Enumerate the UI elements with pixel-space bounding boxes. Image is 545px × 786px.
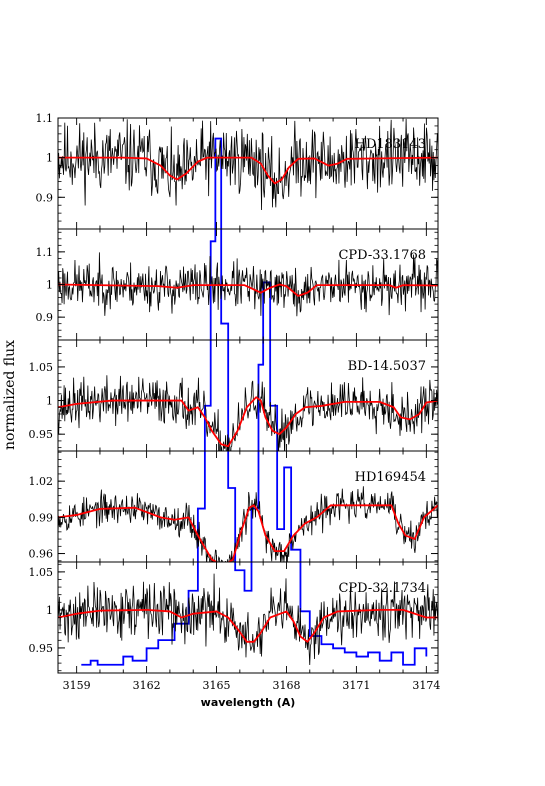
y-tick-label: 1 xyxy=(46,152,53,165)
y-tick-label: 1.05 xyxy=(29,361,54,374)
y-tick-label: 0.96 xyxy=(29,548,54,561)
y-tick-label: 1.02 xyxy=(29,475,54,488)
y-tick-label: 0.95 xyxy=(29,642,54,655)
y-tick-label: 0.95 xyxy=(29,428,54,441)
x-tick-labels: 3159 3162 3165 3168 3171 3174 xyxy=(63,679,441,692)
y-tick-label: 1 xyxy=(46,395,53,408)
panel-3: 0.95 1 1.05 BD-14.5037 xyxy=(29,339,439,452)
panel-5: 0.95 1 1.05 CPD-32.1734 xyxy=(29,561,439,674)
y-tick-label: 0.9 xyxy=(36,311,54,324)
y-tick-label: 1 xyxy=(46,279,53,292)
star-label: CPD-32.1734 xyxy=(338,581,426,596)
x-axis-label: wavelength (A) xyxy=(201,696,296,709)
panel-4: 0.96 0.99 1.02 HD169454 xyxy=(29,450,439,563)
star-label: HD169454 xyxy=(355,470,426,485)
x-tick-label: 3165 xyxy=(203,679,231,692)
y-tick-label: 1.05 xyxy=(29,566,54,579)
observed-spectrum xyxy=(58,118,438,210)
model-spectrum xyxy=(58,156,438,185)
x-tick-label: 3168 xyxy=(272,679,300,692)
y-tick-label: 1.1 xyxy=(36,246,54,259)
x-tick-label: 3174 xyxy=(412,679,440,692)
panel-2: 0.9 1 1.1 CPD-33.1768 xyxy=(36,228,439,341)
y-tick-label: 0.99 xyxy=(29,511,54,524)
model-spectrum xyxy=(58,504,438,562)
y-tick-label: 1.1 xyxy=(36,112,54,125)
model-spectrum xyxy=(58,396,438,448)
x-tick-label: 3171 xyxy=(342,679,370,692)
observed-spectrum xyxy=(58,573,438,665)
panels-layer: 0.9 1 1.1 HD183143 0.9 1 1.1 CPD-33.1768 0.95 1 1.… xyxy=(29,112,439,674)
observed-spectrum xyxy=(58,486,438,562)
model-spectrum xyxy=(58,283,438,297)
observed-spectrum xyxy=(58,375,438,451)
star-label: BD-14.5037 xyxy=(348,359,426,374)
panel-1: 0.9 1 1.1 HD183143 xyxy=(36,112,439,230)
star-label: CPD-33.1768 xyxy=(338,248,426,263)
model-spectrum xyxy=(58,609,438,643)
x-tick-label: 3162 xyxy=(133,679,161,692)
star-label: HD183143 xyxy=(355,137,426,152)
y-tick-label: 1 xyxy=(46,604,53,617)
y-tick-label: 0.9 xyxy=(36,191,54,204)
observed-spectrum xyxy=(58,252,438,317)
y-axis-label: normalized flux xyxy=(2,340,18,450)
x-tick-label: 3159 xyxy=(63,679,91,692)
